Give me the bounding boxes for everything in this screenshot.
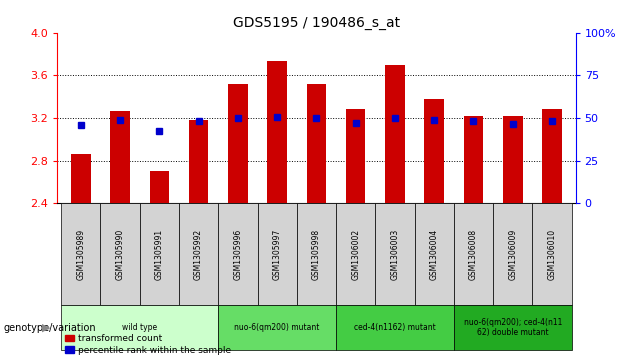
Bar: [454, 305, 572, 350]
Text: GSM1305989: GSM1305989: [76, 229, 85, 280]
Text: GSM1305991: GSM1305991: [155, 229, 164, 280]
Bar: [140, 203, 179, 305]
Bar: [149, 171, 169, 203]
Bar: [336, 203, 375, 305]
Text: GSM1306003: GSM1306003: [391, 228, 399, 280]
Text: GSM1305990: GSM1305990: [116, 228, 125, 280]
Bar: [258, 203, 297, 305]
Bar: [424, 99, 444, 203]
Text: nuo-6(qm200); ced-4(n11
62) double mutant: nuo-6(qm200); ced-4(n11 62) double mutan…: [464, 318, 562, 337]
Text: ced-4(n1162) mutant: ced-4(n1162) mutant: [354, 323, 436, 332]
Title: GDS5195 / 190486_s_at: GDS5195 / 190486_s_at: [233, 16, 400, 30]
Bar: [454, 203, 493, 305]
Text: GSM1306010: GSM1306010: [548, 229, 556, 280]
Text: nuo-6(qm200) mutant: nuo-6(qm200) mutant: [235, 323, 320, 332]
Bar: [346, 110, 366, 203]
Bar: [61, 203, 100, 305]
Bar: [100, 203, 140, 305]
Bar: [375, 203, 415, 305]
Bar: [179, 203, 218, 305]
Bar: [385, 65, 404, 203]
Bar: [543, 110, 562, 203]
Bar: [307, 84, 326, 203]
Bar: [267, 61, 287, 203]
Bar: [464, 116, 483, 203]
Text: GSM1306004: GSM1306004: [430, 228, 439, 280]
Text: GSM1305998: GSM1305998: [312, 229, 321, 280]
Text: GSM1306002: GSM1306002: [351, 229, 360, 280]
Bar: [415, 203, 454, 305]
Text: wild type: wild type: [122, 323, 157, 332]
Text: GSM1306008: GSM1306008: [469, 229, 478, 280]
Bar: [503, 116, 523, 203]
Bar: [532, 203, 572, 305]
Text: GSM1305997: GSM1305997: [273, 228, 282, 280]
Bar: [336, 305, 454, 350]
Text: GSM1305996: GSM1305996: [233, 228, 242, 280]
Bar: [297, 203, 336, 305]
Bar: [189, 120, 209, 203]
Bar: [110, 110, 130, 203]
Text: ▶: ▶: [43, 323, 51, 333]
Bar: [61, 305, 218, 350]
Legend: transformed count, percentile rank within the sample: transformed count, percentile rank withi…: [62, 331, 235, 359]
Text: GSM1306009: GSM1306009: [508, 228, 517, 280]
Bar: [493, 203, 532, 305]
Bar: [71, 154, 90, 203]
Bar: [218, 203, 258, 305]
Bar: [218, 305, 336, 350]
Text: genotype/variation: genotype/variation: [3, 323, 96, 333]
Bar: [228, 84, 247, 203]
Text: GSM1305992: GSM1305992: [194, 229, 203, 280]
